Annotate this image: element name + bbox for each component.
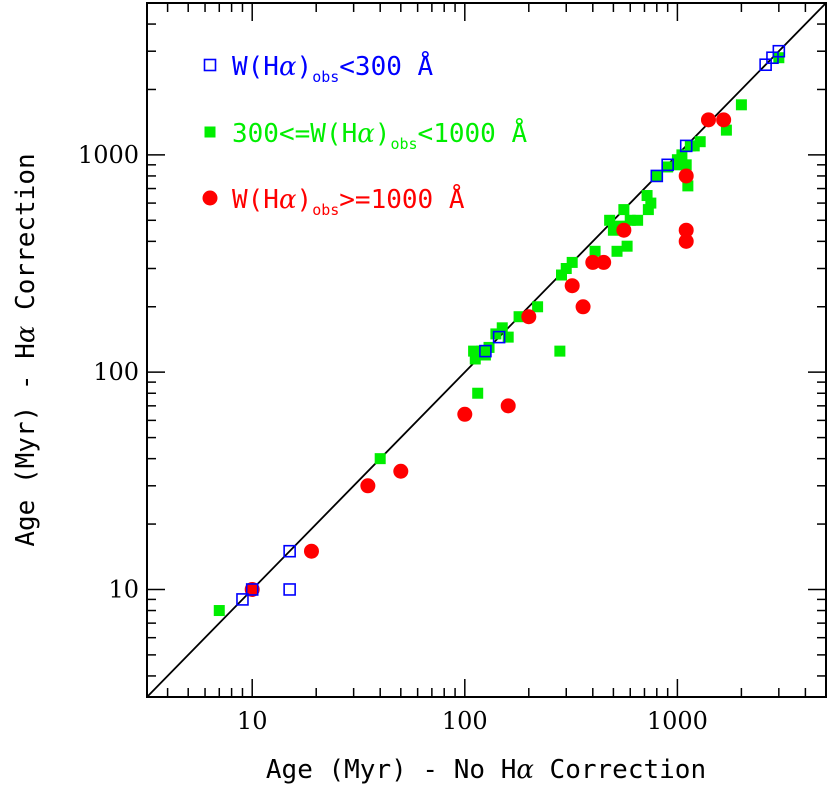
point-mid-ew xyxy=(496,322,508,334)
legend-marker xyxy=(202,190,218,206)
point-low-ew xyxy=(661,158,674,172)
y-tick-label: 10 xyxy=(108,575,139,603)
point-high-ew xyxy=(564,278,580,294)
legend-entry-low-ew: W(Hα)obs<300 Å xyxy=(232,50,434,86)
point-low-ew xyxy=(283,583,296,596)
point-mid-ew xyxy=(483,341,495,353)
point-high-ew xyxy=(585,254,601,270)
x-tick-label: 100 xyxy=(442,707,488,735)
point-high-ew xyxy=(616,222,632,238)
point-high-ew xyxy=(360,478,376,494)
legend: W(Hα)obs<300 Å 300<=W(Hα)obs<1000 Å W(Hα)o… xyxy=(202,50,527,219)
point-mid-ew xyxy=(624,214,636,226)
point-mid-ew xyxy=(641,190,653,202)
point-low-ew xyxy=(772,44,786,58)
point-mid-ew xyxy=(374,453,386,465)
point-high-ew xyxy=(575,299,591,315)
point-mid-ew xyxy=(773,52,785,64)
point-mid-ew xyxy=(720,124,732,136)
point-high-ew xyxy=(521,309,537,325)
point-low-ew xyxy=(492,330,506,344)
point-mid-ew xyxy=(621,240,633,252)
point-mid-ew xyxy=(680,159,692,171)
point-mid-ew xyxy=(694,136,706,148)
point-mid-ew xyxy=(560,263,572,275)
x-axis-label: Age (Myr) - No Hα Correction xyxy=(266,755,706,785)
point-mid-ew xyxy=(632,214,644,226)
point-high-ew xyxy=(678,222,694,238)
point-mid-ew xyxy=(673,159,685,171)
data-points xyxy=(213,44,786,617)
point-mid-ew xyxy=(651,170,663,182)
point-mid-ew xyxy=(735,99,747,111)
point-mid-ew xyxy=(479,349,491,361)
point-mid-ew xyxy=(468,345,480,357)
point-high-ew xyxy=(700,112,716,128)
y-axis-label: Age (Myr) - Hα Correction xyxy=(11,153,41,546)
point-mid-ew xyxy=(618,204,630,216)
x-tick-label: 10 xyxy=(237,707,268,735)
point-mid-ew xyxy=(556,269,568,281)
tick-labels: 10 100 1000 10 100 1000 xyxy=(78,141,708,735)
point-low-ew xyxy=(283,544,296,558)
point-low-ew xyxy=(245,583,259,596)
point-mid-ew xyxy=(502,331,514,343)
point-low-ew xyxy=(650,169,664,183)
point-low-ew xyxy=(479,344,492,358)
point-mid-ew xyxy=(513,311,525,323)
point-mid-ew xyxy=(566,256,578,268)
point-mid-ew xyxy=(682,180,694,192)
point-mid-ew xyxy=(589,245,601,257)
point-mid-ew xyxy=(469,353,481,365)
plot-frame xyxy=(146,2,827,698)
point-high-ew xyxy=(303,543,319,559)
point-mid-ew xyxy=(645,197,657,209)
legend-marker xyxy=(204,126,216,138)
point-mid-ew xyxy=(662,161,674,173)
point-high-ew xyxy=(457,406,473,422)
point-high-ew xyxy=(678,168,694,184)
point-high-ew xyxy=(596,254,612,270)
point-mid-ew xyxy=(676,149,688,161)
point-mid-ew xyxy=(642,204,654,216)
point-low-ew xyxy=(679,139,693,153)
y-tick-label: 100 xyxy=(93,358,139,386)
axis-ticks xyxy=(147,2,827,697)
point-mid-ew xyxy=(490,328,502,340)
y-tick-label: 1000 xyxy=(78,141,139,169)
point-mid-ew xyxy=(472,387,484,399)
point-mid-ew xyxy=(688,140,700,152)
point-mid-ew xyxy=(604,214,616,226)
point-low-ew xyxy=(236,593,249,606)
point-low-ew xyxy=(759,58,772,72)
point-high-ew xyxy=(500,398,516,414)
point-high-ew xyxy=(678,233,694,249)
point-mid-ew xyxy=(554,345,566,357)
point-high-ew xyxy=(393,463,409,479)
point-mid-ew xyxy=(213,605,225,617)
point-mid-ew xyxy=(611,245,623,257)
legend-marker xyxy=(203,58,217,72)
legend-entry-mid-ew: 300<=W(Hα)obs<1000 Å xyxy=(232,117,527,153)
point-low-ew xyxy=(766,51,779,65)
point-mid-ew xyxy=(607,224,619,236)
point-high-ew xyxy=(716,112,732,128)
x-tick-label: 1000 xyxy=(647,707,708,735)
point-mid-ew xyxy=(532,301,544,313)
legend-entry-high-ew: W(Hα)obs>=1000 Å xyxy=(232,183,465,219)
